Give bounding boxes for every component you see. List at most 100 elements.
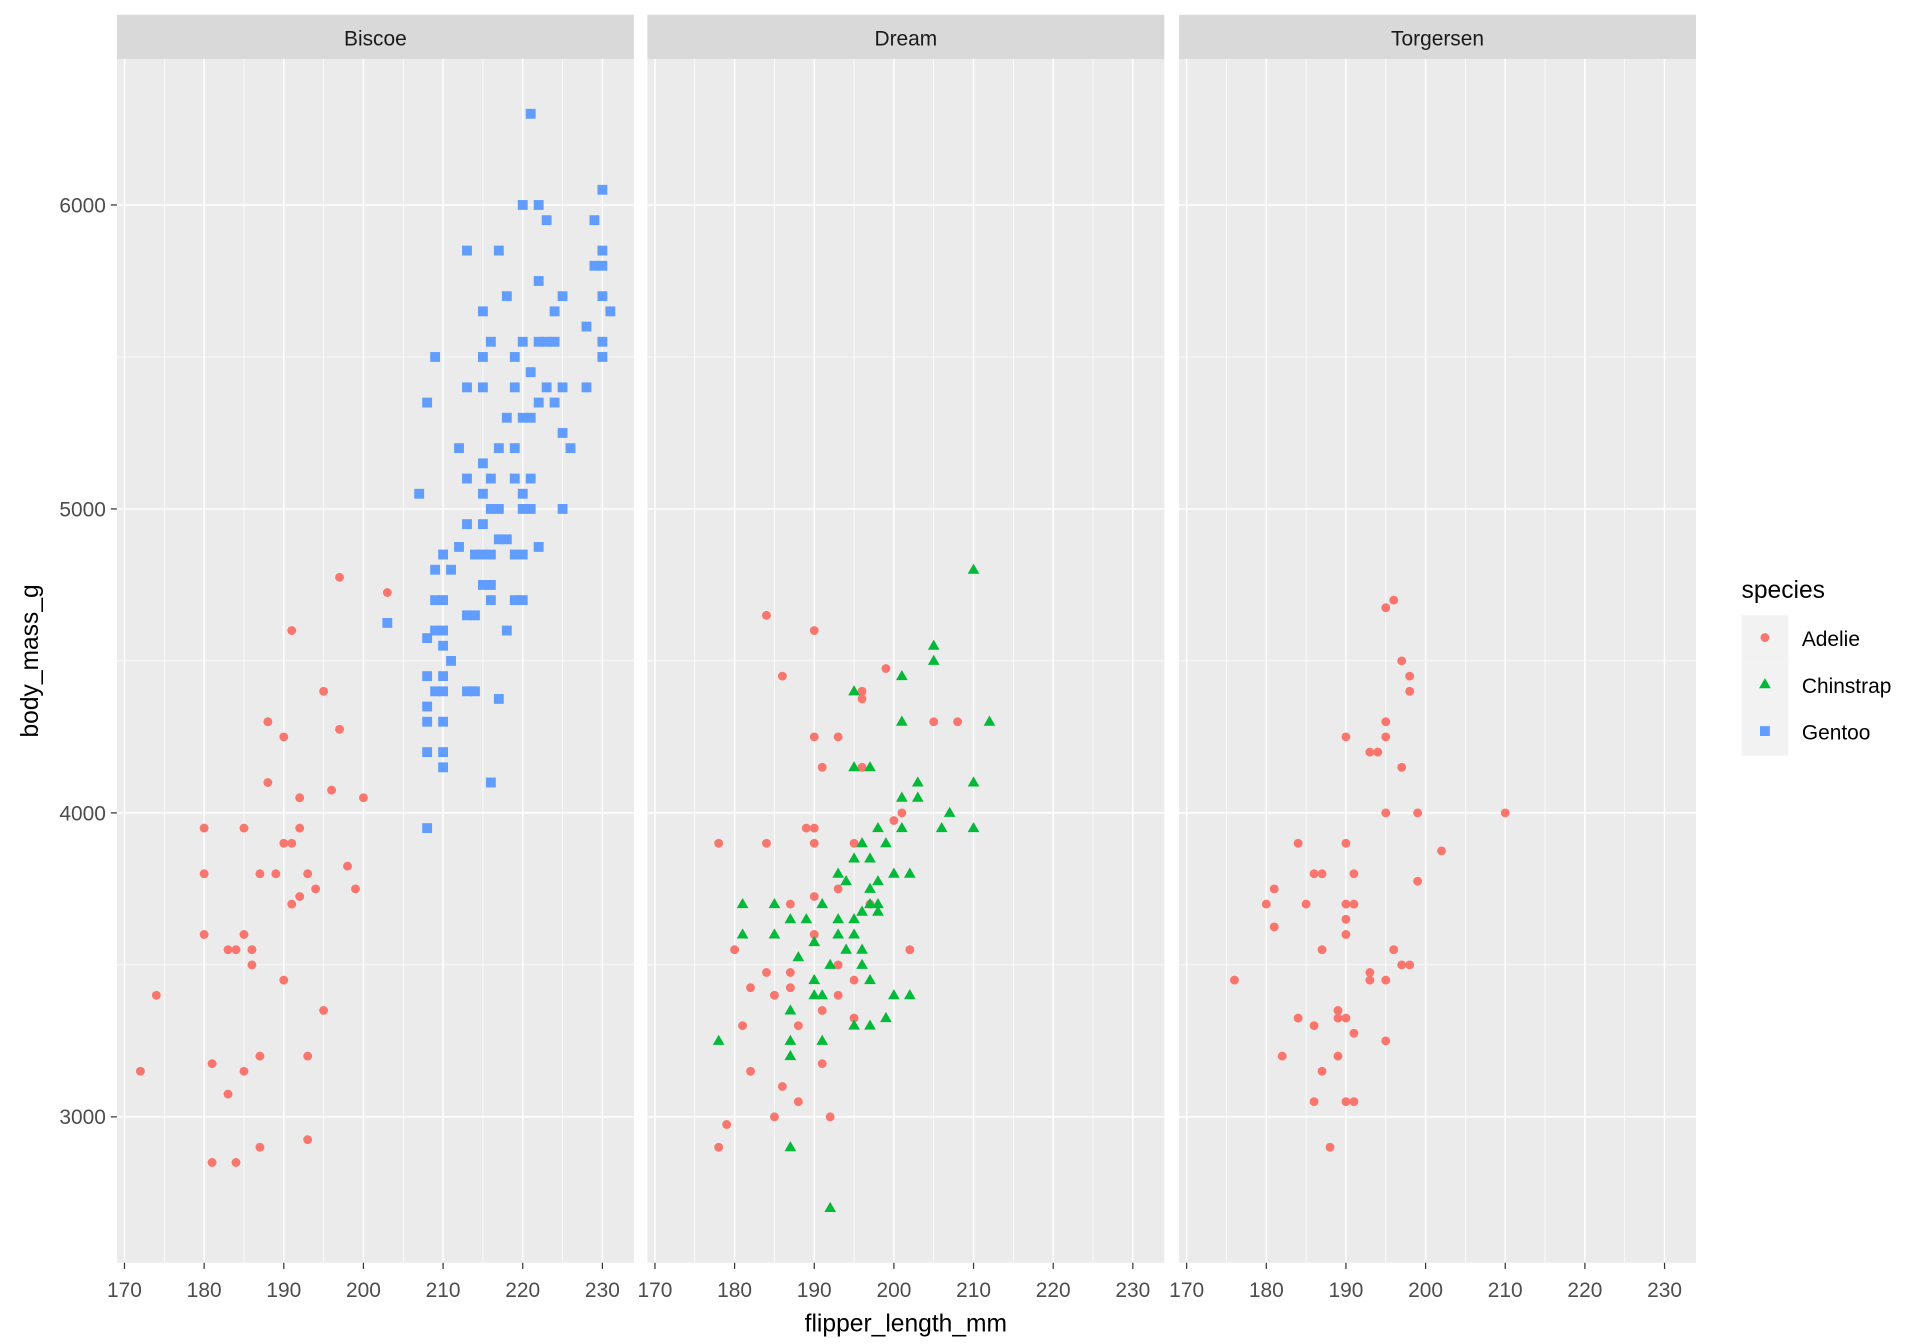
- data-point-chinstrap: [824, 1201, 837, 1213]
- data-point-adelie: [135, 1066, 145, 1076]
- data-point-chinstrap: [712, 1034, 725, 1045]
- x-tick-label: 170: [1169, 1279, 1204, 1302]
- x-tick-label: 200: [876, 1279, 911, 1302]
- data-point-adelie: [231, 945, 241, 955]
- x-tick-label: 220: [505, 1279, 540, 1302]
- data-point-adelie: [151, 990, 161, 1000]
- data-point-gentoo: [557, 382, 568, 393]
- data-point-gentoo: [438, 640, 449, 651]
- data-point-chinstrap: [864, 973, 876, 985]
- data-point-gentoo: [549, 306, 560, 317]
- data-point-adelie: [793, 1097, 803, 1107]
- data-point-adelie: [849, 1013, 859, 1023]
- data-point-adelie: [199, 869, 209, 879]
- data-point-gentoo: [462, 519, 472, 530]
- data-point-chinstrap: [824, 958, 837, 969]
- data-point-adelie: [207, 1059, 217, 1069]
- legend: species Adelie Chinstrap Gentoo: [1741, 577, 1891, 756]
- data-point-adelie: [319, 1006, 329, 1015]
- data-point-adelie: [1230, 975, 1239, 985]
- data-point-chinstrap: [800, 913, 813, 924]
- data-point-adelie: [1389, 595, 1399, 605]
- data-point-adelie: [239, 823, 249, 833]
- data-point-adelie: [897, 808, 907, 818]
- data-point-gentoo: [485, 336, 496, 347]
- data-point-adelie: [809, 838, 819, 848]
- data-point-gentoo: [438, 686, 449, 697]
- data-point-gentoo: [525, 108, 536, 119]
- data-point-gentoo: [549, 397, 560, 408]
- data-point-chinstrap: [848, 761, 860, 772]
- data-point-chinstrap: [927, 639, 940, 650]
- legend-label: Gentoo: [1802, 722, 1871, 745]
- facet-panels: Biscoe 170 180 190 200 210 220 230 Dream 170 180 19…: [107, 14, 1696, 1302]
- data-point-gentoo: [541, 382, 552, 393]
- data-point-chinstrap: [792, 951, 805, 962]
- data-point-adelie: [1301, 899, 1311, 909]
- x-tick-label: 170: [107, 1279, 142, 1302]
- data-point-gentoo: [462, 610, 472, 621]
- data-point-adelie: [833, 990, 843, 1000]
- data-point-adelie: [1269, 884, 1279, 894]
- data-point-chinstrap: [864, 852, 876, 863]
- data-point-gentoo: [597, 291, 608, 302]
- data-point-gentoo: [517, 504, 528, 514]
- panel-biscoe: Biscoe 170 180 190 200 210 220 230: [107, 14, 634, 1302]
- legend-key-chinstrap-icon: [1759, 678, 1771, 689]
- data-point-gentoo: [485, 504, 496, 514]
- data-point-adelie: [231, 1158, 241, 1167]
- x-tick-label: 210: [1488, 1279, 1523, 1302]
- facet-strip: [116, 14, 634, 60]
- data-point-adelie: [809, 626, 819, 635]
- data-point-adelie: [1341, 914, 1351, 924]
- data-point-gentoo: [517, 595, 528, 606]
- x-tick-label: 230: [1115, 1279, 1150, 1302]
- facet-strip: [647, 14, 1165, 60]
- data-point-gentoo: [485, 549, 496, 560]
- data-point-chinstrap: [848, 913, 860, 924]
- data-point-adelie: [881, 664, 891, 673]
- data-point-gentoo: [454, 443, 464, 454]
- data-point-adelie: [335, 572, 344, 582]
- data-point-gentoo: [462, 245, 472, 256]
- data-point-gentoo: [525, 504, 536, 514]
- y-tick-label: 6000: [59, 194, 106, 217]
- data-point-gentoo: [493, 693, 504, 704]
- y-axis-title: body_mass_g: [17, 584, 44, 737]
- data-point-adelie: [1349, 869, 1359, 879]
- panel-dream: Dream 170 180 190 200 210 220 230: [638, 14, 1165, 1302]
- data-point-adelie: [809, 892, 819, 901]
- data-point-adelie: [343, 861, 352, 871]
- data-point-adelie: [1413, 876, 1423, 886]
- data-point-adelie: [199, 823, 209, 833]
- data-point-gentoo: [470, 686, 480, 697]
- data-point-adelie: [785, 968, 795, 977]
- data-point-adelie: [777, 671, 787, 681]
- data-point-adelie: [817, 762, 827, 772]
- data-point-adelie: [769, 1112, 779, 1122]
- series-adelie: [714, 610, 963, 1152]
- data-point-adelie: [1317, 869, 1327, 879]
- data-point-adelie: [1325, 1142, 1335, 1152]
- data-point-adelie: [1333, 1013, 1343, 1023]
- data-point-adelie: [889, 816, 899, 825]
- data-point-adelie: [247, 960, 257, 970]
- data-point-adelie: [1333, 1051, 1343, 1061]
- data-point-adelie: [730, 945, 740, 955]
- data-point-gentoo: [541, 215, 552, 226]
- data-point-gentoo: [430, 686, 441, 697]
- data-point-adelie: [207, 1158, 217, 1167]
- data-point-adelie: [1341, 732, 1351, 742]
- data-point-gentoo: [462, 473, 472, 484]
- data-point-gentoo: [430, 352, 441, 362]
- data-point-gentoo: [541, 336, 552, 347]
- data-point-chinstrap: [967, 776, 980, 787]
- data-point-gentoo: [422, 671, 433, 682]
- data-point-gentoo: [565, 443, 576, 454]
- data-point-adelie: [809, 930, 819, 939]
- data-point-gentoo: [525, 473, 536, 484]
- data-point-gentoo: [493, 443, 504, 454]
- data-point-chinstrap: [816, 989, 829, 1000]
- y-axis: 3000 4000 5000 6000: [59, 194, 117, 1129]
- data-point-chinstrap: [896, 669, 908, 681]
